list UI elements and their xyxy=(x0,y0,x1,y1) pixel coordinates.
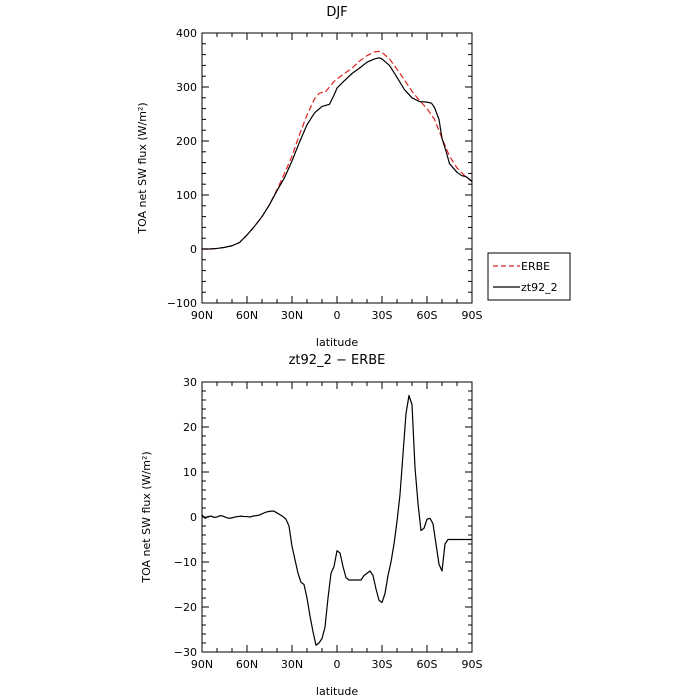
x-tick-label: 90S xyxy=(462,658,483,671)
bottom-x-axis-label: latitude xyxy=(316,685,358,698)
top-plot-frame xyxy=(201,32,473,304)
legend-label-zt92-2: zt92_2 xyxy=(521,281,558,294)
x-tick-label: 60S xyxy=(417,658,438,671)
x-tick-label: 60N xyxy=(236,658,258,671)
series-line-zt92-2 xyxy=(202,57,473,250)
x-tick-label: 30S xyxy=(372,658,393,671)
x-tick-label: 90S xyxy=(462,309,483,322)
series-line-erbe xyxy=(202,50,473,250)
x-tick-label: 30S xyxy=(372,309,393,322)
y-tick-label: −10 xyxy=(174,556,197,569)
bottom-plot-frame xyxy=(201,381,473,653)
legend: ERBE zt92_2 xyxy=(487,252,571,301)
y-tick-label: −20 xyxy=(174,601,197,614)
x-tick-label: 0 xyxy=(334,658,341,671)
y-tick-label: −100 xyxy=(167,297,197,310)
x-tick-label: 60N xyxy=(236,309,258,322)
x-tick-label: 30N xyxy=(281,309,303,322)
y-tick-label: 400 xyxy=(176,27,197,40)
bottom-panel: zt92_2 − ERBE 90N 60N 30N 0 30S 60S 90S −30 −20 −… xyxy=(140,353,483,698)
y-tick-label: −30 xyxy=(174,646,197,659)
x-tick-label: 30N xyxy=(281,658,303,671)
top-plot-area: 90N 60N 30N 0 30S 60S 90S −100 0 100 200 300 400 xyxy=(167,27,483,322)
top-panel: DJF 90N 60N 30N 0 30S 60S 90S −100 0 100 200 300 400… xyxy=(136,5,571,349)
bottom-plot-area: 90N 60N 30N 0 30S 60S 90S −30 −20 −10 0 10 20 30 xyxy=(174,376,483,671)
y-tick-label: 0 xyxy=(190,511,197,524)
x-tick-label: 0 xyxy=(334,309,341,322)
bottom-chart-title: zt92_2 − ERBE xyxy=(289,353,386,368)
x-tick-label: 60S xyxy=(417,309,438,322)
y-tick-label: 30 xyxy=(183,376,197,389)
y-tick-label: 100 xyxy=(176,189,197,202)
top-chart-title: DJF xyxy=(326,5,347,20)
bottom-y-axis-label: TOA net SW flux (W/m²) xyxy=(140,451,153,583)
y-tick-label: 200 xyxy=(176,135,197,148)
y-tick-label: 300 xyxy=(176,81,197,94)
y-tick-label: 0 xyxy=(190,243,197,256)
difference-line xyxy=(201,394,472,646)
y-tick-label: 20 xyxy=(183,421,197,434)
x-tick-label: 90N xyxy=(191,309,213,322)
top-y-axis-label: TOA net SW flux (W/m²) xyxy=(136,102,149,234)
legend-label-erbe: ERBE xyxy=(521,260,550,273)
legend-box xyxy=(487,252,571,301)
y-tick-label: 10 xyxy=(183,466,197,479)
x-tick-label: 90N xyxy=(191,658,213,671)
top-x-axis-label: latitude xyxy=(316,336,358,349)
